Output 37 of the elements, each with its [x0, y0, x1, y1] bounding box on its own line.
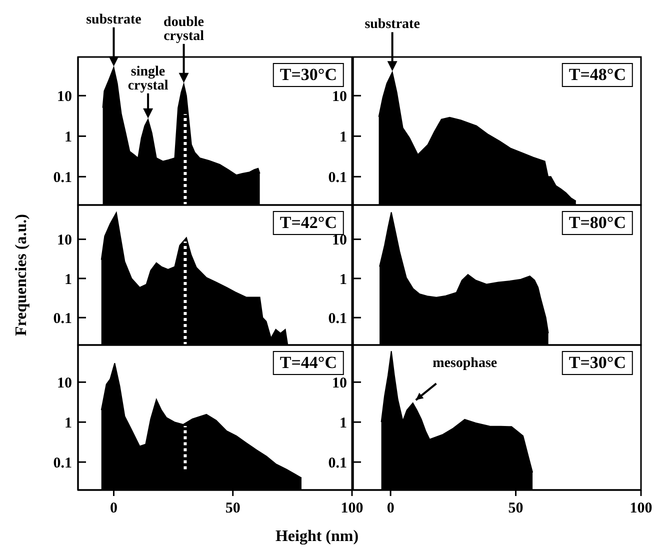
x-tick-label: 0 [386, 500, 394, 517]
y-tick-label: 10 [57, 88, 72, 105]
annotation: substrate [364, 17, 420, 32]
text: T=30°C [562, 351, 633, 375]
y-tick-label: 1 [64, 272, 72, 288]
x-tick-label: 100 [340, 500, 364, 517]
y-tick-label: 1 [64, 129, 72, 146]
y-tick-label: 1 [64, 415, 72, 432]
y-tick-label: 1 [340, 272, 347, 288]
x-axis-title: Height (nm) [275, 528, 359, 546]
y-tick-label: 1 [340, 415, 347, 432]
annotation: mesophase [432, 356, 498, 372]
y-tick-label: 0.1 [53, 455, 72, 472]
y-tick-label: 10 [57, 375, 72, 392]
y-tick-label: 0.1 [53, 170, 72, 186]
text: T=80°C [562, 211, 633, 235]
text: T=30°C [272, 63, 344, 87]
x-tick-label: 100 [630, 500, 652, 517]
y-tick-label: 0.1 [328, 455, 347, 472]
y-tick-label: 10 [332, 232, 347, 249]
annotation: substrate [86, 12, 142, 28]
y-tick-label: 10 [332, 88, 347, 105]
y-tick-label: 0.1 [328, 310, 347, 327]
x-tick-label: 50 [225, 500, 240, 517]
y-tick-label: 10 [332, 375, 347, 392]
text: T=42°C [280, 213, 337, 232]
y-tick-label: 0.1 [328, 170, 347, 186]
x-tick-label: 0 [110, 500, 118, 517]
y-tick-label: 10 [57, 232, 72, 249]
y-axis-title: Frequencies (a.u.) [13, 214, 31, 336]
text: T=44°C [272, 351, 344, 375]
text: T=48°C [562, 63, 633, 87]
y-tick-label: 0.1 [53, 310, 72, 327]
y-tick-label: 1 [340, 129, 347, 146]
x-tick-label: 50 [508, 500, 524, 517]
annotation: double crystal [164, 14, 204, 44]
annotation: single crystal [128, 64, 168, 94]
